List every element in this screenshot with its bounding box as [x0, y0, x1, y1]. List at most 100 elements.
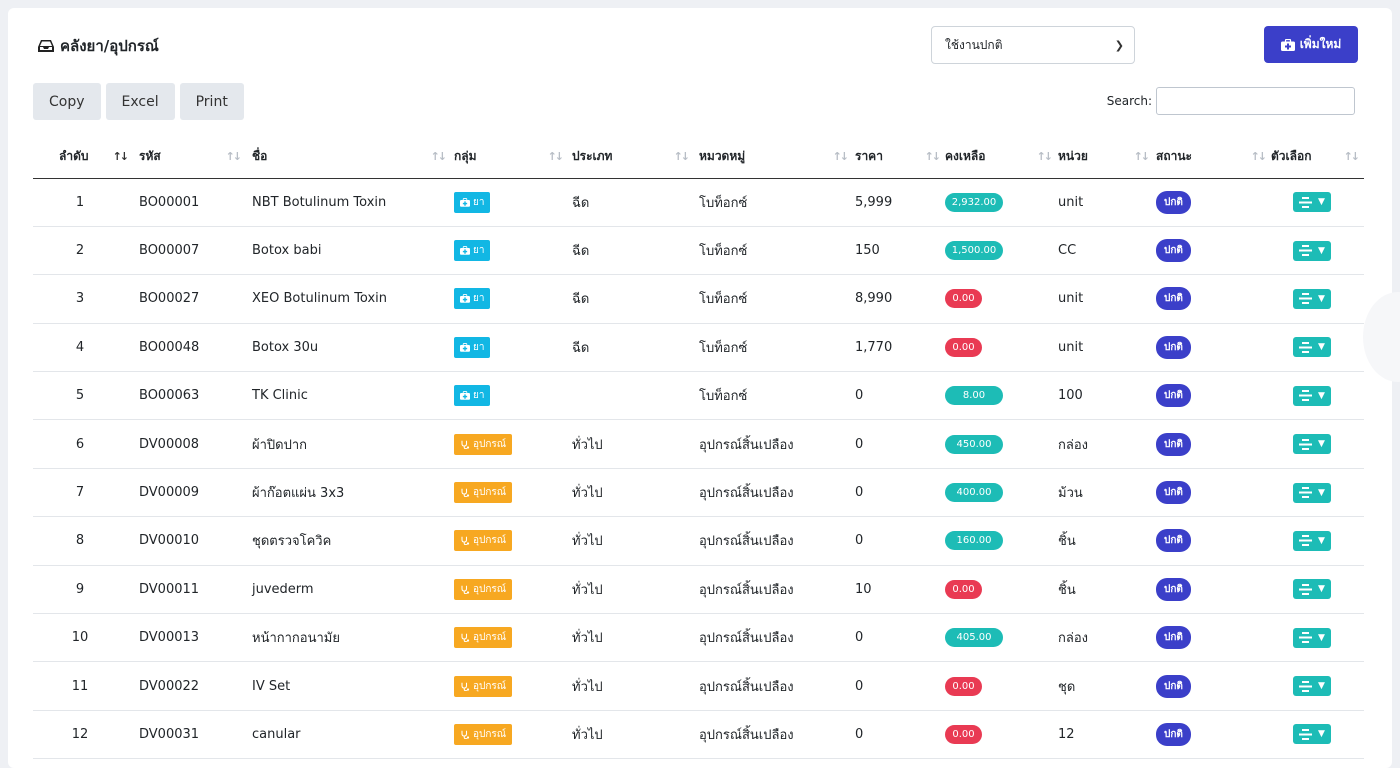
column-header-group[interactable]: กลุ่ม ↑↓ [451, 136, 568, 179]
stock-badge: 0.00 [945, 337, 982, 357]
table-row[interactable]: 1 BO00001 NBT Botulinum Toxin ยา ฉีด โบท็อกซ์… [33, 178, 1364, 227]
item-type: ทั่วไป [568, 516, 694, 566]
column-header-category[interactable]: หมวดหมู่ ↑↓ [694, 136, 853, 179]
bars-icon [1299, 245, 1312, 257]
column-header-type[interactable]: ประเภท ↑↓ [568, 136, 694, 179]
table-row[interactable]: 8 DV00010 ชุดตรวจโควิค อุปกรณ์ ทั่วไป อุปกรณ์… [33, 516, 1364, 566]
item-status-cell: ปกติ [1154, 226, 1271, 276]
options-dropdown-button[interactable]: ▼ [1293, 676, 1331, 697]
status-badge: ปกติ [1156, 432, 1191, 456]
item-name: NBT Botulinum Toxin [246, 178, 451, 227]
sort-icon: ↑↓ [547, 150, 565, 163]
group-badge: ยา [454, 191, 491, 213]
item-stock-cell: 0.00 [945, 565, 1057, 615]
item-code: DV00013 [133, 613, 246, 663]
sort-icon: ↑↓ [1343, 150, 1361, 163]
add-new-button[interactable]: เพิ่มใหม่ [1264, 26, 1358, 63]
group-badge: อุปกรณ์ [454, 482, 513, 504]
bars-icon [1299, 390, 1312, 402]
status-badge: ปกติ [1156, 384, 1191, 408]
caret-down-icon: ▼ [1318, 487, 1325, 498]
stethoscope-icon [461, 633, 470, 643]
item-options-cell: ▼ [1271, 274, 1364, 324]
options-dropdown-button[interactable]: ▼ [1293, 240, 1331, 261]
sort-icon: ↑↓ [832, 150, 850, 163]
column-header-price[interactable]: ราคา ↑↓ [853, 136, 945, 179]
item-name: juvederm [246, 565, 451, 615]
options-dropdown-button[interactable]: ▼ [1293, 288, 1331, 309]
item-group-cell: ยา [451, 178, 568, 227]
options-dropdown-button[interactable]: ▼ [1293, 434, 1331, 455]
item-category: โบท็อกซ์ [694, 226, 853, 276]
table-row[interactable]: 2 BO00007 Botox babi ยา ฉีด โบท็อกซ์ 150 1,500.… [33, 226, 1364, 276]
medkit-icon [460, 391, 470, 401]
caret-down-icon: ▼ [1318, 245, 1325, 256]
export-buttons: Copy Excel Print [33, 83, 244, 120]
column-header-name[interactable]: ชื่อ ↑↓ [246, 136, 451, 179]
item-unit: 12 [1057, 710, 1154, 760]
table-row[interactable]: 9 DV00011 juvederm อุปกรณ์ ทั่วไป อุปกรณ์สิ้น… [33, 565, 1364, 615]
options-dropdown-button[interactable]: ▼ [1293, 579, 1331, 600]
options-dropdown-button[interactable]: ▼ [1293, 337, 1331, 358]
table-row[interactable]: 3 BO00027 XEO Botulinum Toxin ยา ฉีด โบท็อกซ์… [33, 274, 1364, 324]
medkit-icon [1280, 38, 1295, 51]
group-badge: ยา [454, 288, 491, 310]
stethoscope-icon [461, 585, 470, 594]
column-header-status[interactable]: สถานะ ↑↓ [1154, 136, 1271, 179]
copy-button[interactable]: Copy [33, 83, 101, 120]
table-row[interactable]: 7 DV00009 ผ้าก๊อตแผ่น 3x3 อุปกรณ์ ทั่วไป อุปก… [33, 468, 1364, 518]
item-code: DV00031 [133, 710, 246, 760]
item-options-cell: ▼ [1271, 371, 1364, 421]
add-new-label: เพิ่มใหม่ [1299, 37, 1342, 51]
table-row[interactable]: 10 DV00013 หน้ากากอนามัย อุปกรณ์ ทั่วไป อุปกร… [33, 613, 1364, 663]
item-stock-cell: 160.00 [945, 516, 1057, 566]
item-category: อุปกรณ์สิ้นเปลือง [694, 613, 853, 663]
print-button[interactable]: Print [179, 83, 244, 120]
bars-icon [1299, 438, 1312, 450]
options-dropdown-button[interactable]: ▼ [1293, 192, 1331, 213]
item-category: อุปกรณ์สิ้นเปลือง [694, 468, 853, 518]
group-badge-label: ยา [473, 390, 485, 402]
bars-icon [1299, 293, 1312, 305]
item-stock-cell: 0.00 [945, 710, 1057, 760]
item-type: ฉีด [568, 178, 694, 227]
row-number: 8 [33, 516, 133, 566]
options-dropdown-button[interactable]: ▼ [1293, 724, 1331, 745]
column-header-unit[interactable]: หน่วย ↑↓ [1057, 136, 1154, 179]
column-header-no[interactable]: ลำดับ ↑↓ [33, 136, 133, 179]
table-row[interactable]: 12 DV00031 canular อุปกรณ์ ทั่วไป อุปกรณ์สิ้น… [33, 710, 1364, 760]
table-row[interactable]: 6 DV00008 ผ้าปิดปาก อุปกรณ์ ทั่วไป อุปกรณ์สิ้… [33, 419, 1364, 469]
table-row[interactable]: 5 BO00063 TK Clinic ยา โบท็อกซ์ 0 8.00 100 ปกติ ▼ [33, 371, 1364, 421]
group-badge-label: อุปกรณ์ [473, 728, 507, 740]
status-badge: ปกติ [1156, 335, 1191, 359]
column-header-options[interactable]: ตัวเลือก ↑↓ [1271, 136, 1364, 179]
item-type: ทั่วไป [568, 710, 694, 760]
excel-button[interactable]: Excel [105, 83, 175, 120]
row-number: 11 [33, 661, 133, 711]
item-unit: unit [1057, 178, 1154, 227]
medkit-icon [460, 246, 470, 255]
row-number: 3 [33, 274, 133, 324]
status-filter-select[interactable]: ใช้งานปกติ ❯ [931, 26, 1135, 64]
item-name: TK Clinic [246, 371, 451, 421]
column-header-code[interactable]: รหัส ↑↓ [133, 136, 246, 179]
options-dropdown-button[interactable]: ▼ [1293, 530, 1331, 551]
stock-badge: 8.00 [945, 386, 1003, 406]
item-stock-cell: 8.00 [945, 371, 1057, 421]
column-header-stock[interactable]: คงเหลือ ↑↓ [945, 136, 1057, 179]
sort-asc-icon: ↑↓ [112, 150, 130, 163]
table-row[interactable]: 11 DV00022 IV Set อุปกรณ์ ทั่วไป อุปกรณ์สิ้นเ… [33, 661, 1364, 711]
inventory-card: คลังยา/อุปกรณ์ ใช้งานปกติ ❯ เพิ่มใหม่ Co… [8, 8, 1392, 768]
table-row[interactable]: 4 BO00048 Botox 30u ยา ฉีด โบท็อกซ์ 1,770 0.00 u… [33, 323, 1364, 373]
options-dropdown-button[interactable]: ▼ [1293, 385, 1331, 406]
item-stock-cell: 0.00 [945, 661, 1057, 711]
stock-badge: 2,932.00 [945, 192, 1003, 212]
options-dropdown-button[interactable]: ▼ [1293, 627, 1331, 648]
page-title: คลังยา/อุปกรณ์ [38, 34, 159, 58]
options-dropdown-button[interactable]: ▼ [1293, 482, 1331, 503]
item-group-cell: ยา [451, 226, 568, 276]
status-badge: ปกติ [1156, 190, 1191, 214]
item-status-cell: ปกติ [1154, 371, 1271, 421]
item-status-cell: ปกติ [1154, 323, 1271, 373]
search-input[interactable] [1156, 87, 1355, 115]
